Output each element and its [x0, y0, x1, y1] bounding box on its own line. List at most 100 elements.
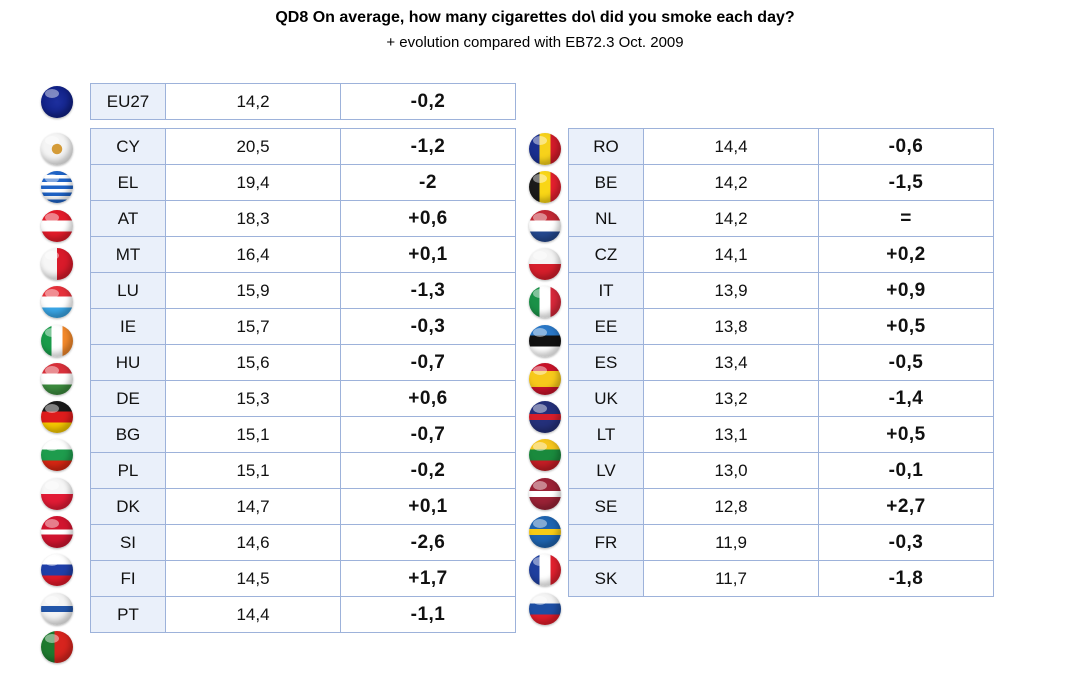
- evolution-cell: -0,7: [340, 344, 516, 381]
- value-cell: 14,5: [165, 560, 341, 597]
- country-code-cell: FR: [568, 524, 644, 561]
- uk-flag-icon: [529, 401, 561, 433]
- slovenia-flag-icon: [41, 554, 73, 586]
- value-cell: 13,0: [643, 452, 819, 489]
- finland-flag-icon: [41, 593, 73, 625]
- evolution-cell: -2,6: [340, 524, 516, 561]
- value-cell: 13,9: [643, 272, 819, 309]
- page-title: QD8 On average, how many cigarettes do\ …: [275, 9, 795, 26]
- country-code-cell: LV: [568, 452, 644, 489]
- country-code-cell: DK: [90, 488, 166, 525]
- table-row: HU 15,6 -0,7: [90, 344, 516, 381]
- value-cell: 14,2: [165, 83, 341, 120]
- country-code-cell: SE: [568, 488, 644, 525]
- denmark-flag-icon: [41, 516, 73, 548]
- value-cell: 14,2: [643, 164, 819, 201]
- table-row: SE 12,8 +2,7: [568, 488, 994, 525]
- value-cell: 16,4: [165, 236, 341, 273]
- table-row: RO 14,4 -0,6: [568, 128, 994, 165]
- table-row: NL 14,2 =: [568, 200, 994, 237]
- country-code-cell: LT: [568, 416, 644, 453]
- netherlands-flag-icon: [529, 210, 561, 242]
- value-cell: 12,8: [643, 488, 819, 525]
- country-code-cell: FI: [90, 560, 166, 597]
- greece-flag-icon: [41, 171, 73, 203]
- table-row: LU 15,9 -1,3: [90, 272, 516, 309]
- country-code-cell: BG: [90, 416, 166, 453]
- table-row: UK 13,2 -1,4: [568, 380, 994, 417]
- value-cell: 15,6: [165, 344, 341, 381]
- table-row: ES 13,4 -0,5: [568, 344, 994, 381]
- table-row: PT 14,4 -1,1: [90, 596, 516, 633]
- country-code-cell: RO: [568, 128, 644, 165]
- value-cell: 13,1: [643, 416, 819, 453]
- portugal-flag-icon: [41, 631, 73, 663]
- country-code-cell: AT: [90, 200, 166, 237]
- value-cell: 15,3: [165, 380, 341, 417]
- country-code-cell: UK: [568, 380, 644, 417]
- eu-flag-icon: [41, 86, 73, 118]
- evolution-cell: -0,2: [340, 83, 516, 120]
- country-code-cell: LU: [90, 272, 166, 309]
- value-cell: 14,4: [165, 596, 341, 633]
- czechia-flag-icon: [529, 248, 561, 280]
- poland-flag-icon: [41, 478, 73, 510]
- value-cell: 11,9: [643, 524, 819, 561]
- evolution-cell: -0,3: [340, 308, 516, 345]
- country-code-cell: EL: [90, 164, 166, 201]
- right-country-table: RO 14,4 -0,6 BE 14,2 -1,5 NL 14,2 = CZ 14,1 +0,2 IT 1…: [568, 128, 994, 597]
- table-row: SK 11,7 -1,8: [568, 560, 994, 597]
- evolution-cell: +0,1: [340, 488, 516, 525]
- belgium-flag-icon: [529, 171, 561, 203]
- table-row: DE 15,3 +0,6: [90, 380, 516, 417]
- evolution-cell: -1,1: [340, 596, 516, 633]
- evolution-cell: -1,4: [818, 380, 994, 417]
- evolution-cell: -0,3: [818, 524, 994, 561]
- value-cell: 13,4: [643, 344, 819, 381]
- germany-flag-icon: [41, 401, 73, 433]
- evolution-cell: -0,2: [340, 452, 516, 489]
- value-cell: 15,1: [165, 416, 341, 453]
- page-subtitle: + evolution compared with EB72.3 Oct. 20…: [386, 34, 684, 51]
- evolution-cell: +1,7: [340, 560, 516, 597]
- value-cell: 15,9: [165, 272, 341, 309]
- evolution-cell: +2,7: [818, 488, 994, 525]
- luxembourg-flag-icon: [41, 286, 73, 318]
- country-code-cell: MT: [90, 236, 166, 273]
- country-code-cell: PT: [90, 596, 166, 633]
- country-code-cell: PL: [90, 452, 166, 489]
- evolution-cell: -0,7: [340, 416, 516, 453]
- value-cell: 13,8: [643, 308, 819, 345]
- slovakia-flag-icon: [529, 593, 561, 625]
- cyprus-flag-icon: [41, 133, 73, 165]
- table-row: AT 18,3 +0,6: [90, 200, 516, 237]
- country-code-cell: BE: [568, 164, 644, 201]
- ireland-flag-icon: [41, 325, 73, 357]
- table-row: BG 15,1 -0,7: [90, 416, 516, 453]
- evolution-cell: +0,2: [818, 236, 994, 273]
- value-cell: 20,5: [165, 128, 341, 165]
- evolution-cell: -1,5: [818, 164, 994, 201]
- austria-flag-icon: [41, 210, 73, 242]
- table-row: CZ 14,1 +0,2: [568, 236, 994, 273]
- evolution-cell: +0,6: [340, 380, 516, 417]
- bulgaria-flag-icon: [41, 439, 73, 471]
- value-cell: 15,7: [165, 308, 341, 345]
- italy-flag-icon: [529, 286, 561, 318]
- country-code-cell: ES: [568, 344, 644, 381]
- hungary-flag-icon: [41, 363, 73, 395]
- table-row: LT 13,1 +0,5: [568, 416, 994, 453]
- evolution-cell: -1,2: [340, 128, 516, 165]
- value-cell: 14,2: [643, 200, 819, 237]
- evolution-cell: =: [818, 200, 994, 237]
- value-cell: 13,2: [643, 380, 819, 417]
- country-code-cell: SK: [568, 560, 644, 597]
- country-code-cell: EE: [568, 308, 644, 345]
- table-row: PL 15,1 -0,2: [90, 452, 516, 489]
- table-row: EU27 14,2 -0,2: [90, 83, 516, 120]
- value-cell: 19,4: [165, 164, 341, 201]
- sweden-flag-icon: [529, 516, 561, 548]
- table-row: FI 14,5 +1,7: [90, 560, 516, 597]
- romania-flag-icon: [529, 133, 561, 165]
- table-row: LV 13,0 -0,1: [568, 452, 994, 489]
